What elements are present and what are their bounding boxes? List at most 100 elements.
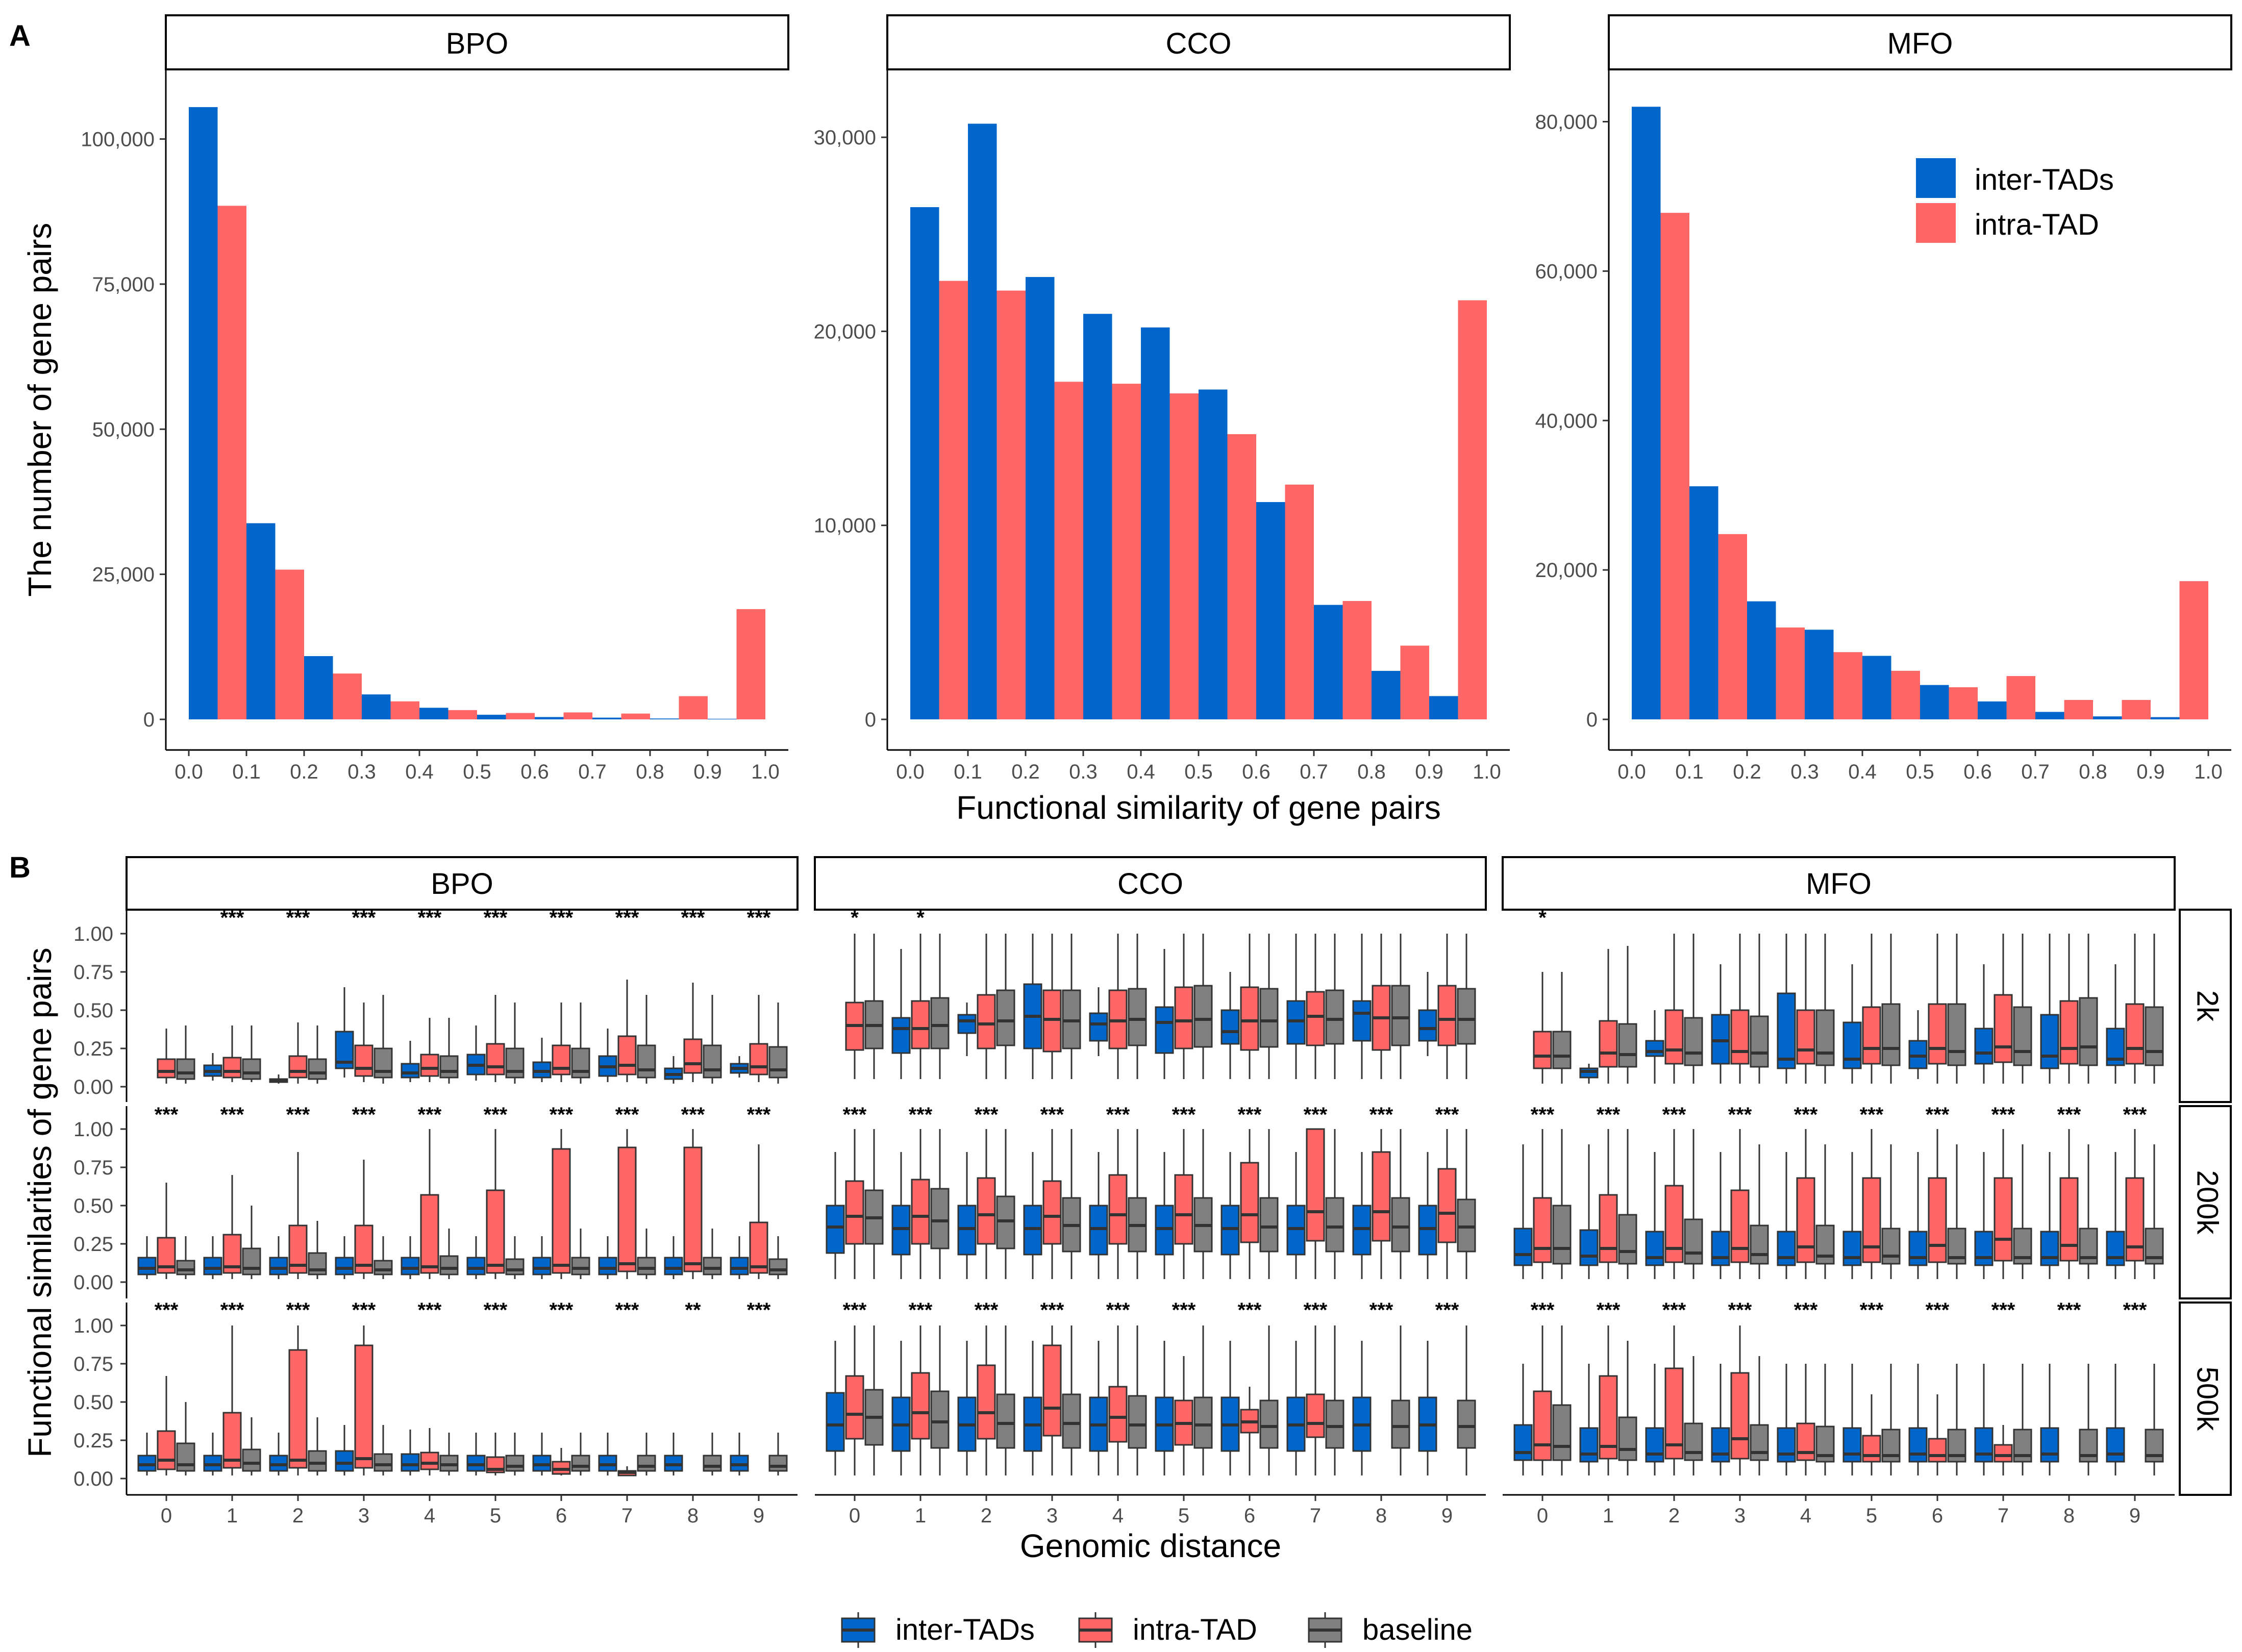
significance-label: ***: [747, 907, 771, 929]
x-tick-label: 1.0: [2194, 761, 2223, 783]
y-tick-label: 0.50: [73, 999, 113, 1022]
significance-label: ***: [975, 1299, 999, 1321]
box-intra: [617, 1146, 637, 1272]
significance-label: ***: [1991, 1299, 2015, 1321]
y-tick-label: 0.25: [73, 1038, 113, 1060]
box-baseline: [571, 1257, 590, 1275]
y-tick-label: 1.00: [73, 923, 113, 945]
box-intra: [1796, 1009, 1815, 1065]
bar-inter: [2093, 716, 2122, 719]
x-tick-label: 1: [227, 1505, 238, 1527]
box-intra: [683, 1038, 703, 1074]
box-baseline: [1325, 1197, 1344, 1253]
significance-label: ***: [1728, 1299, 1752, 1321]
significance-label: ***: [1435, 1104, 1459, 1126]
y-tick-label: 0.75: [73, 1353, 113, 1375]
significance-label: ***: [615, 907, 639, 929]
x-tick-label: 7: [1998, 1505, 2009, 1527]
row-strip-500k: [2179, 1301, 2232, 1496]
x-tick-label: 1: [915, 1505, 926, 1527]
y-tick-label: 75,000: [92, 273, 155, 296]
box-baseline: [1391, 985, 1410, 1046]
box-intra: [552, 1148, 571, 1274]
box-intra: [1042, 1344, 1062, 1437]
box-baseline: [308, 1450, 327, 1472]
significance-label: ***: [1369, 1299, 1393, 1321]
box-inter: [826, 1392, 845, 1452]
y-tick-label: 80,000: [1535, 111, 1598, 134]
y-axis-title: The number of gene pairs: [21, 223, 58, 597]
box-intra: [420, 1054, 439, 1077]
bar-inter: [1632, 107, 1661, 719]
box-inter: [1579, 1427, 1599, 1463]
bar-intra: [621, 713, 650, 719]
x-axis-title: Functional similarity of gene pairs: [956, 789, 1441, 826]
significance-label: ***: [909, 1299, 933, 1321]
y-tick-label: 1.00: [73, 1315, 113, 1337]
box-intra: [1174, 986, 1193, 1049]
bar-inter: [1920, 685, 1949, 719]
x-tick-label: 0.8: [1357, 761, 1386, 783]
box-inter: [730, 1257, 749, 1275]
box-inter: [1645, 1231, 1664, 1266]
bar-inter: [592, 717, 621, 719]
box-inter: [2040, 1231, 2059, 1266]
x-tick-label: 0.0: [896, 761, 925, 783]
box-baseline: [930, 1390, 950, 1449]
significance-label: ***: [843, 1104, 867, 1126]
box-intra: [1664, 1185, 1684, 1263]
bar-inter: [2151, 717, 2180, 719]
box-intra: [911, 1179, 930, 1245]
box-intra: [1599, 1194, 1618, 1263]
box-baseline: [768, 1455, 788, 1472]
bar-inter: [1199, 389, 1228, 719]
bar-inter: [1141, 327, 1170, 719]
box-intra: [1306, 1128, 1325, 1242]
box-intra: [1730, 1372, 1750, 1460]
bar-inter: [1429, 696, 1458, 719]
col-strip-mfo: [1502, 856, 2176, 911]
box-intra: [1437, 985, 1457, 1046]
box-baseline: [1193, 1396, 1213, 1449]
bar-inter: [968, 123, 997, 719]
box-intra: [420, 1451, 439, 1470]
box-intra: [911, 1372, 930, 1440]
significance-label: ***: [1172, 1104, 1196, 1126]
box-intra: [1796, 1177, 1815, 1263]
significance-label: ***: [1531, 1104, 1555, 1126]
box-inter: [401, 1453, 420, 1472]
box-inter: [1842, 1231, 1862, 1266]
box-baseline: [637, 1044, 656, 1079]
box-baseline: [1325, 989, 1344, 1045]
significance-label: ***: [747, 1299, 771, 1321]
significance-label: ***: [1794, 1104, 1818, 1126]
box-baseline: [1552, 1031, 1572, 1069]
box-intra: [1533, 1390, 1552, 1461]
box-inter: [1908, 1427, 1928, 1463]
x-tick-label: 0.3: [347, 761, 376, 783]
x-tick-label: 4: [1800, 1505, 1811, 1527]
bar-intra: [390, 701, 419, 719]
x-tick-label: 2: [292, 1505, 304, 1527]
x-tick-label: 0.2: [290, 761, 318, 783]
box-intra: [1240, 1162, 1259, 1243]
significance-label: ***: [1106, 1104, 1130, 1126]
bar-intra: [1458, 300, 1487, 719]
y-tick-label: 20,000: [1535, 559, 1598, 582]
significance-label: ***: [1597, 1299, 1621, 1321]
bar-inter: [477, 714, 506, 719]
box-intra: [1730, 1009, 1750, 1065]
box-intra: [845, 1180, 864, 1245]
significance-label: ***: [352, 1299, 376, 1321]
x-tick-label: 0.3: [1069, 761, 1098, 783]
box-inter: [1579, 1229, 1599, 1266]
box-inter: [1777, 1427, 1796, 1463]
box-baseline: [930, 1188, 950, 1249]
significance-label: ***: [155, 1299, 179, 1321]
x-tick-label: 0.7: [2021, 761, 2050, 783]
box-intra: [354, 1344, 373, 1469]
x-tick-label: 0.7: [1300, 761, 1328, 783]
box-baseline: [1618, 1214, 1637, 1265]
box-intra: [1108, 1386, 1128, 1443]
box-baseline: [1062, 1393, 1081, 1449]
